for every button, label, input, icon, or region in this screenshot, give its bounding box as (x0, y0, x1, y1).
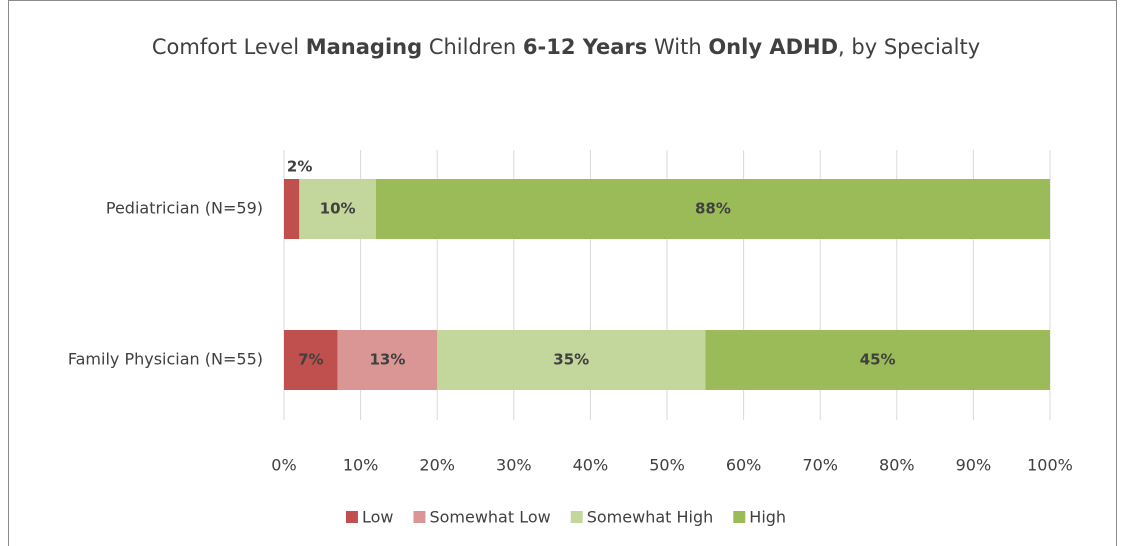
x-tick-label: 100% (1027, 456, 1073, 475)
x-tick-label: 90% (956, 456, 992, 475)
bar-segment (375, 179, 1050, 239)
x-tick-label: 40% (573, 456, 609, 475)
x-tick-label: 70% (802, 456, 838, 475)
legend-label: Somewhat High (587, 508, 714, 527)
x-tick-label: 0% (271, 456, 296, 475)
title-part: , by Specialty (838, 35, 980, 59)
y-tick-label: Pediatrician (N=59) (106, 199, 263, 218)
data-label: 2% (287, 158, 312, 176)
legend-item: Somewhat High (570, 508, 714, 527)
bar-segment (705, 330, 1050, 390)
legend-swatch (733, 511, 746, 523)
data-label: 88% (695, 200, 731, 218)
legend-label: Somewhat Low (429, 508, 550, 527)
legend-label: High (749, 508, 786, 527)
legend-swatch (413, 511, 426, 523)
title-part: Managing (306, 35, 422, 59)
legend-swatch (570, 511, 583, 523)
legend-item: Somewhat Low (413, 508, 551, 527)
data-label: 13% (369, 351, 405, 369)
x-tick-label: 20% (419, 456, 455, 475)
y-tick-label: Family Physician (N=55) (68, 350, 263, 369)
title-part: Comfort Level (152, 35, 306, 59)
legend-item: Low (345, 508, 394, 527)
title-part: Children (422, 35, 523, 59)
bar-segment (284, 179, 300, 239)
chart-title: Comfort Level Managing Children 6-12 Yea… (152, 35, 980, 59)
x-tick-label: 60% (726, 456, 762, 475)
data-label: 7% (298, 351, 323, 369)
bar-segment (299, 179, 376, 239)
chart-frame (8, 0, 1117, 546)
data-label: 35% (553, 351, 589, 369)
legend-swatch (345, 511, 358, 523)
x-tick-label: 50% (649, 456, 685, 475)
title-part: Only ADHD (708, 35, 838, 59)
bar-segment (284, 330, 338, 390)
data-label: 45% (860, 351, 896, 369)
data-label: 10% (320, 200, 356, 218)
x-tick-label: 80% (879, 456, 915, 475)
title-part: 6-12 Years (523, 35, 647, 59)
x-tick-label: 10% (343, 456, 379, 475)
legend-label: Low (362, 508, 394, 527)
bar-segment (337, 330, 438, 390)
bar-segment (437, 330, 706, 390)
x-tick-label: 30% (496, 456, 532, 475)
legend-item: High (733, 508, 786, 527)
title-part: With (647, 35, 708, 59)
